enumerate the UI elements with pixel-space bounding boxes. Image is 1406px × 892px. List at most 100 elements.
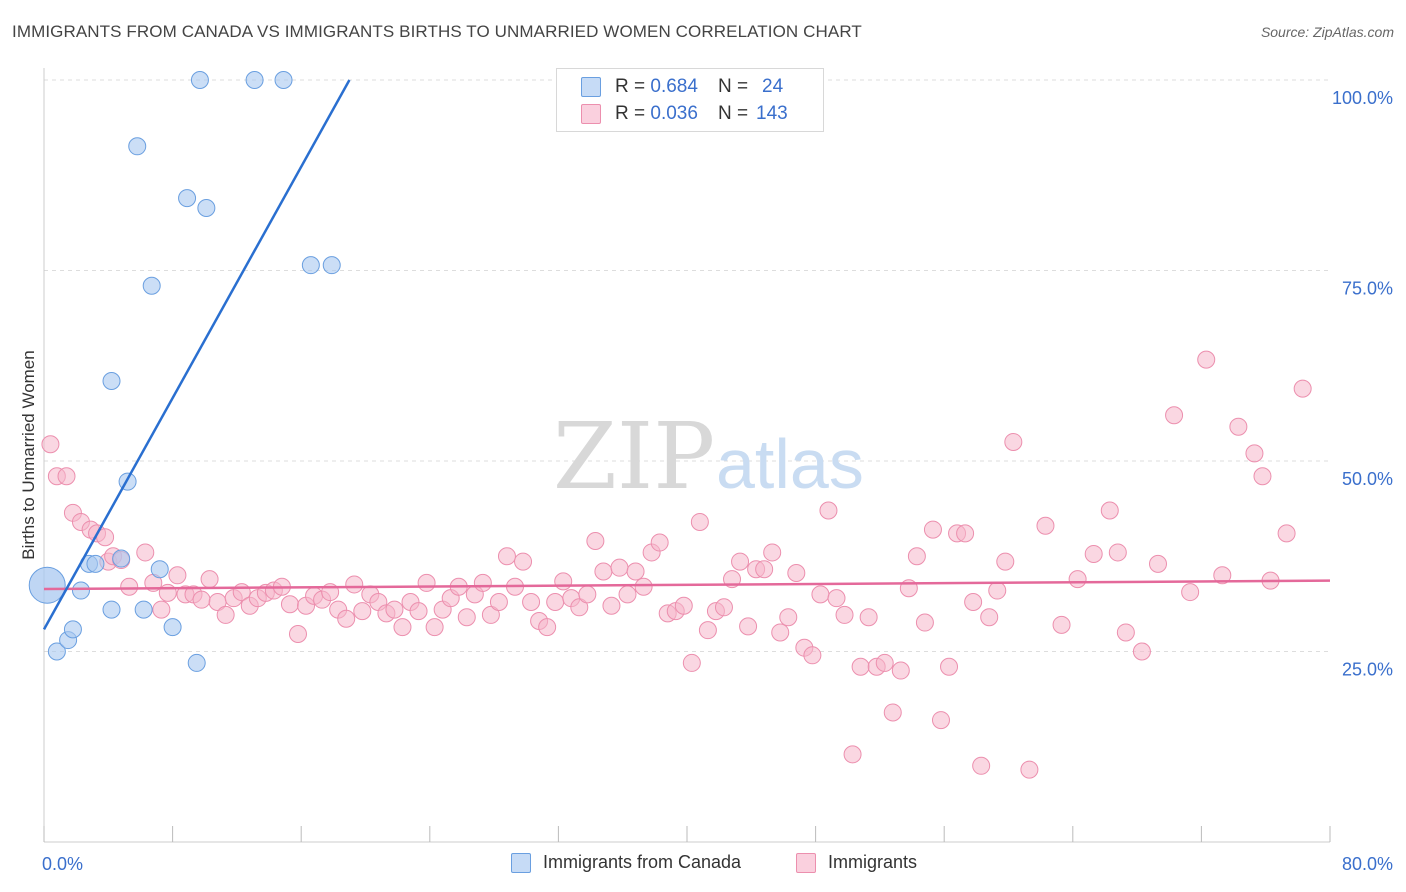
canada-point xyxy=(197,199,216,218)
immigrants-point xyxy=(497,547,516,566)
canada-point xyxy=(142,276,161,295)
immigrants-swatch xyxy=(581,104,601,124)
legend-item-canada: Immigrants from Canada xyxy=(511,852,741,873)
immigrants-point xyxy=(1108,543,1127,562)
canada-point xyxy=(63,620,82,639)
immigrants-point xyxy=(417,573,436,592)
r-value: 0.036 xyxy=(650,103,698,124)
legend-label-canada: Immigrants from Canada xyxy=(543,852,742,872)
immigrants-point xyxy=(915,613,934,632)
immigrants-point xyxy=(489,592,508,611)
immigrants-legend-swatch xyxy=(796,852,816,873)
immigrants-point xyxy=(546,592,565,611)
canada-point xyxy=(187,653,206,672)
y-axis-label: Births to Unmarried Women xyxy=(19,350,38,559)
tick-labels: 100.0% 75.0% 50.0% 25.0% 0.0% 80.0% xyxy=(42,88,1393,874)
canada-point xyxy=(163,618,182,637)
r-label: R = xyxy=(615,103,646,124)
immigrants-point xyxy=(907,547,926,566)
immigrants-point xyxy=(1036,516,1055,535)
n-label: N = xyxy=(717,103,749,124)
immigrants-point xyxy=(1165,406,1184,425)
stats-legend: R = 0.684 N = 24 R = 0.036 N = 143 xyxy=(556,68,824,132)
immigrants-point xyxy=(698,621,717,640)
immigrants-point xyxy=(763,543,782,562)
immigrants-point xyxy=(1253,467,1272,486)
immigrants-point xyxy=(1181,583,1200,602)
immigrants-point xyxy=(409,602,428,621)
gridlines xyxy=(44,79,1330,652)
canada-point xyxy=(274,71,293,89)
immigrants-point xyxy=(972,756,991,775)
series-legend: Immigrants from Canada Immigrants xyxy=(0,852,1406,878)
canada-point xyxy=(71,581,90,600)
canada-point xyxy=(301,256,320,275)
immigrants-point xyxy=(158,583,177,602)
source-credit: Source: ZipAtlas.com xyxy=(1260,24,1394,40)
immigrants-point xyxy=(851,657,870,676)
watermark: ZIP atlas xyxy=(553,403,864,510)
immigrants-point xyxy=(353,602,372,621)
immigrants-point xyxy=(1052,615,1071,634)
immigrants-point xyxy=(192,590,211,609)
immigrants-point xyxy=(345,575,364,594)
immigrants-point xyxy=(337,609,356,628)
immigrants-point xyxy=(554,572,573,591)
legend-item-immigrants: Immigrants xyxy=(796,852,917,873)
immigrants-point xyxy=(996,552,1015,571)
immigrants-point xyxy=(1277,524,1296,543)
immigrants-point xyxy=(1213,566,1232,585)
n-value: 143 xyxy=(756,103,788,124)
canada-swatch xyxy=(581,77,601,97)
immigrants-point xyxy=(674,596,693,615)
immigrants-point xyxy=(755,560,774,579)
immigrants-point xyxy=(626,562,645,581)
immigrants-point xyxy=(618,585,637,604)
immigrants-point xyxy=(57,467,76,486)
immigrants-point xyxy=(280,595,299,614)
stats-legend-row-immigrants: R = 0.036 N = 143 xyxy=(581,102,788,126)
immigrants-point xyxy=(594,562,613,581)
canada-point xyxy=(322,256,341,275)
canada-point xyxy=(128,137,147,156)
immigrants-point xyxy=(1197,350,1216,369)
immigrants-point xyxy=(288,624,307,643)
immigrants-point xyxy=(964,592,983,611)
y-tick-label: 100.0% xyxy=(1332,88,1393,108)
immigrants-point xyxy=(803,646,822,665)
immigrants-point xyxy=(1020,760,1039,779)
immigrants-point xyxy=(385,600,404,619)
immigrants-point xyxy=(41,435,60,454)
immigrants-point xyxy=(859,608,878,627)
immigrants-point xyxy=(514,552,533,571)
immigrants-point xyxy=(739,617,758,636)
immigrants-point xyxy=(843,745,862,764)
immigrants-point xyxy=(1245,444,1264,463)
immigrants-point xyxy=(731,552,750,571)
immigrants-point xyxy=(875,653,894,672)
immigrants-point xyxy=(473,573,492,592)
n-label: N = xyxy=(717,76,749,97)
immigrants-point xyxy=(1132,642,1151,661)
immigrants-point xyxy=(393,618,412,637)
immigrants-point xyxy=(1068,570,1087,589)
immigrants-point xyxy=(522,592,541,611)
canada-point xyxy=(134,600,153,619)
x-tick-label: 0.0% xyxy=(42,854,83,874)
immigrants-point xyxy=(578,585,597,604)
y-tick-label: 25.0% xyxy=(1342,660,1393,680)
immigrants-point xyxy=(457,608,476,627)
immigrants-point xyxy=(690,512,709,531)
watermark-zip: ZIP xyxy=(553,403,715,510)
immigrants-point xyxy=(883,703,902,722)
y-tick-label: 50.0% xyxy=(1342,469,1393,489)
immigrants-point xyxy=(940,657,959,676)
immigrants-point xyxy=(1004,432,1023,451)
immigrants-point xyxy=(152,600,171,619)
immigrants-point xyxy=(650,533,669,552)
canada-points xyxy=(28,71,341,672)
immigrants-point xyxy=(1084,544,1103,563)
canada-point xyxy=(102,371,121,390)
immigrants-point xyxy=(168,566,187,585)
canada-point xyxy=(150,560,169,579)
